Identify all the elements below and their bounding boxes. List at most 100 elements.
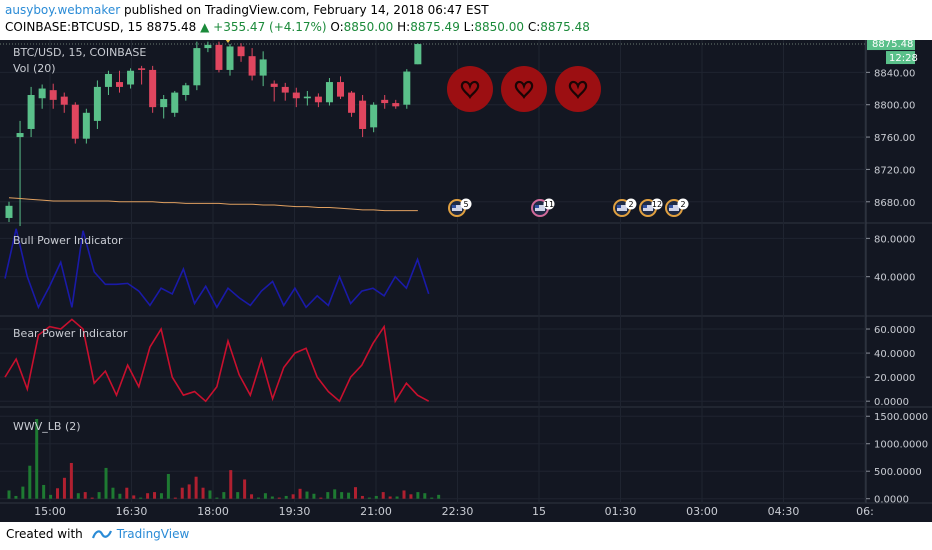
wwv-bar [250,494,254,499]
tradingview-link[interactable]: TradingView [116,527,190,541]
wwv-bar [340,492,344,499]
price-tick-label: 60.0000 [874,325,915,336]
candle [160,99,168,108]
wwv-bar [62,477,66,499]
candle [226,46,234,70]
wwv-bar [201,487,205,499]
candle [337,82,344,97]
chart-background [0,40,932,522]
open-value: 8850.00 [343,20,394,34]
candle [127,70,135,85]
marker-triangle-icon [225,40,231,43]
wwv-bar [215,497,219,499]
wwv-bar [437,494,441,499]
candle [303,96,311,99]
wwv-bar [256,497,260,499]
time-tick-label: 01:30 [605,505,637,518]
price-pane-title: BTC/USD, 15, COINBASE [13,46,146,59]
pane-titles: BTC/USD, 15, COINBASE Vol (20) Bull Power … [13,46,146,433]
price-tick-label: 8800.00 [874,101,915,112]
wwv-bar [374,495,378,499]
heart-outline [460,80,480,99]
wwv-bar [132,495,136,499]
price-tick-label: 20.0000 [874,373,915,384]
wwv-bar [409,494,413,499]
high-label: H: [397,20,411,34]
wwv-bar [423,493,427,499]
bear-power-title: Bear Power Indicator [13,327,128,340]
wwv-bar [284,495,288,499]
heart-outline [568,80,588,99]
high-value: 8875.49 [410,20,460,34]
candle [60,96,68,105]
candle [171,92,179,113]
flag-stripes [669,205,679,211]
badge-count-bg [651,198,663,210]
bull-power-pane [4,228,430,310]
author-link[interactable]: ausyboy.webmaker [5,3,121,17]
wwv-bar [367,497,371,499]
close-label: C: [527,20,541,34]
candle [138,68,146,70]
time-tick-label: 03:00 [686,505,718,518]
price-axis[interactable]: 8680.00 8720.00 8760.00 8800.00 8840.00 40.00… [866,40,928,506]
wwv-title: WWV_LB (2) [13,420,81,433]
wwv-bar [312,493,316,499]
wwv-bar [76,493,80,499]
bear-power-pane [4,318,430,404]
candle [193,48,201,86]
heart-annotation-icon [447,66,493,112]
up-arrow-icon: ▲ [200,20,210,34]
flag-canton [535,205,539,208]
wwv-bar [381,492,385,499]
wwv-bar [388,496,392,499]
bull-power-title: Bull Power Indicator [13,234,123,247]
price-pane: 5 11 2 12 2 [0,40,866,227]
candle [149,69,157,108]
price-tick-label: 1500.0000 [874,412,928,423]
flag-canton [643,205,647,208]
time-tick-label: 21:00 [360,505,392,518]
wwv-bar [7,490,11,499]
candle [204,44,212,49]
wwv-bar [208,490,212,499]
candle [116,82,123,87]
symbol-line: COINBASE:BTCUSD, 15 8875.48 ▲ +355.47 (+… [5,20,590,34]
candle [292,92,300,99]
published-text: published on TradingView.com, February 1… [124,3,489,17]
wwv-bar [139,497,143,499]
event-badge: 12 [639,198,663,217]
last-price: 8875.48 [146,20,197,34]
badge-count-bg [543,198,555,210]
wwv-bar [83,492,87,499]
low-value: 8850.00 [474,20,525,34]
chart-canvas[interactable]: 5 11 2 12 2 8680.00 8720.00 8760.00 8800.00 8840… [0,40,932,522]
wwv-bar [28,465,32,499]
candle [325,82,333,103]
candle [38,88,46,99]
time-tick-label: 15 [532,505,546,518]
wwv-bar [125,487,129,499]
price-tick-label: 0.0000 [874,397,909,408]
time-tick-label: 22:30 [442,505,474,518]
price-tick-label: 40.0000 [874,349,915,360]
wwv-bar [104,467,108,499]
heart-annotation-icon [501,66,547,112]
flag-canton [452,205,456,208]
wwv-bar [270,496,274,499]
wwv-bar [146,493,150,499]
badge-count-bg [625,198,637,210]
price-tick-label: 8840.00 [874,68,915,79]
time-axis[interactable]: 15:00 16:30 18:00 19:30 21:00 22:30 15 01:30 03:… [34,505,874,518]
price-change: +355.47 (+4.17%) [213,20,327,34]
wwv-bar [56,488,60,499]
volume-subtitle: Vol (20) [13,62,56,75]
candle [215,44,223,70]
wwv-bar [194,476,198,499]
low-label: L: [463,20,475,34]
tradingview-logo-icon [91,530,112,539]
wwv-bar [173,497,177,499]
candle [248,56,256,76]
volume-ma-line [8,197,418,212]
time-tick-label: 19:30 [279,505,311,518]
